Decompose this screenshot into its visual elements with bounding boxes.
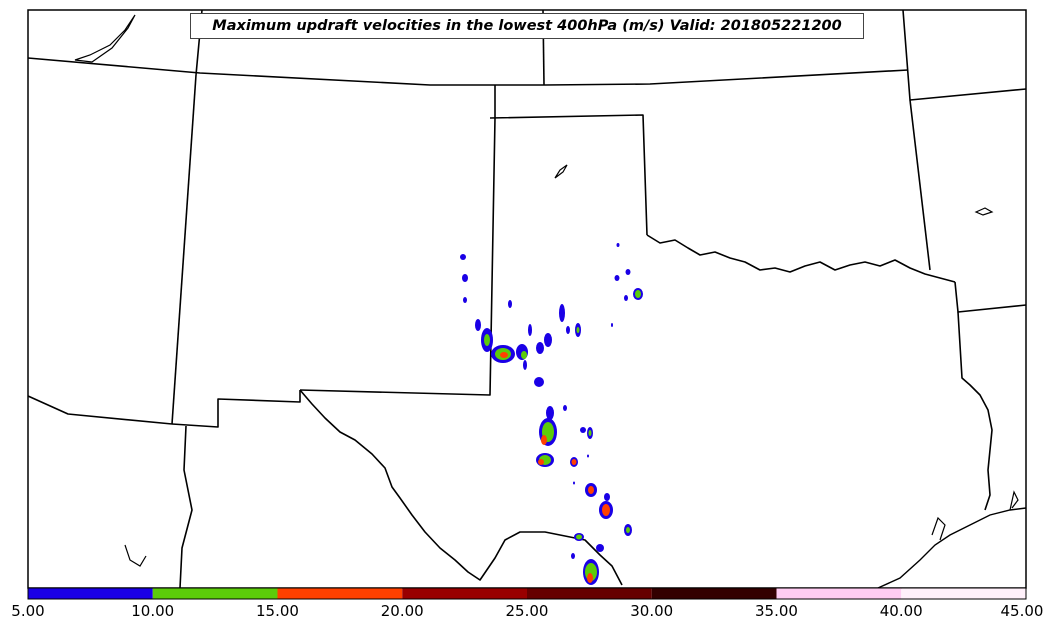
red-river xyxy=(646,234,956,283)
updraft-cluster-ok xyxy=(611,243,643,327)
colorbar-segment-4 xyxy=(402,588,527,599)
mississippi-delta xyxy=(1009,490,1019,511)
galveston-bay xyxy=(931,516,946,541)
map-border xyxy=(27,9,1027,589)
state-line-az xyxy=(27,395,173,425)
state-line-nm-east xyxy=(299,85,496,396)
state-line-nm-south xyxy=(171,390,301,428)
colorbar-segment-1 xyxy=(28,588,153,599)
colorbar-segment-2 xyxy=(152,588,278,599)
gulf-coastline xyxy=(877,507,1027,589)
state-line-ok-ar xyxy=(909,99,931,271)
mexico-border-west xyxy=(179,425,193,589)
updraft-cluster-panhandle xyxy=(460,254,581,387)
colorbar-border xyxy=(27,587,1027,600)
colorbar-tick-4: 20.00 xyxy=(380,602,424,620)
colorbar-tick-6: 30.00 xyxy=(630,602,674,620)
rio-grande xyxy=(299,389,623,586)
updraft-cluster-central-tx xyxy=(536,405,632,536)
colorbar-tick-1: 5.00 xyxy=(11,602,45,620)
colorbar-tick-7: 35.00 xyxy=(755,602,798,620)
state-line-sabine xyxy=(957,311,993,511)
colorbar-segment-8 xyxy=(901,588,1026,599)
colorbar-tick-9: 45.00 xyxy=(1000,602,1044,620)
state-boundaries xyxy=(27,9,1027,589)
state-line-north xyxy=(27,57,909,86)
map-title: Maximum updraft velocities in the lowest… xyxy=(190,13,864,39)
state-line-nm-west xyxy=(171,74,197,425)
colorbar-tick-8: 40.00 xyxy=(879,602,923,620)
lake-ks xyxy=(554,164,568,179)
colorbar-tick-3: 15.00 xyxy=(256,602,299,620)
colorbar-segment-3 xyxy=(277,588,403,599)
colorbar-segment-5 xyxy=(527,588,652,599)
colorbar-tick-2: 10.00 xyxy=(131,602,175,620)
updraft-cluster-south-tx xyxy=(571,533,604,585)
lake-baja xyxy=(124,544,147,567)
lake-mo xyxy=(974,207,994,216)
colorbar-segment-6 xyxy=(651,588,777,599)
colorbar-tick-5: 25.00 xyxy=(505,602,549,620)
colorbar-segment-7 xyxy=(776,588,902,599)
colorbar xyxy=(27,587,1027,600)
lake-nebraska xyxy=(74,14,136,63)
state-line-ok-panhandle xyxy=(489,114,648,236)
updraft-cells xyxy=(460,243,643,585)
